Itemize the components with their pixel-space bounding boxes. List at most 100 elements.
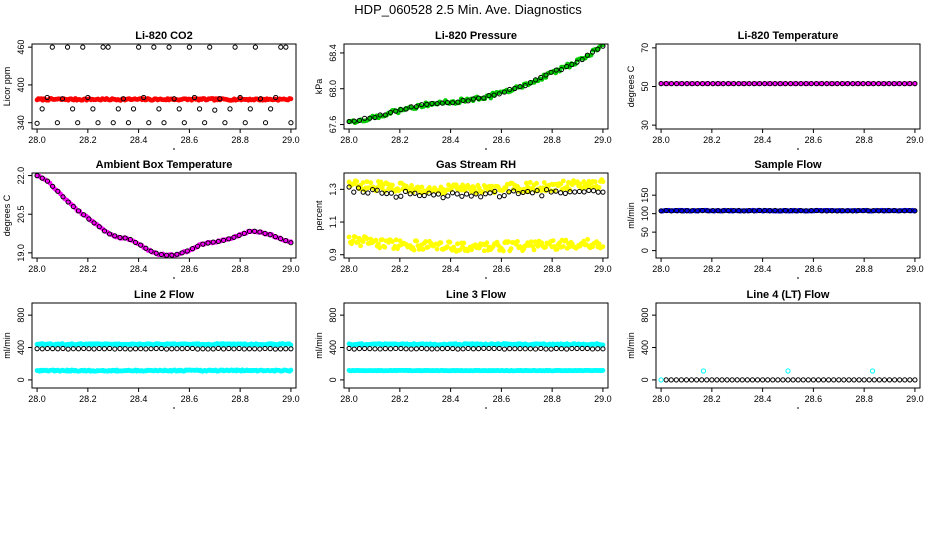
- data-point: [360, 180, 366, 186]
- x-tick-label: 28.4: [130, 264, 148, 274]
- data-point: [746, 81, 752, 87]
- data-point: [184, 248, 190, 254]
- panels-grid: Li-820 CO2 28.0 28.2 28.4 28.6 28.8 29.0 340 400…: [2, 30, 924, 409]
- x-tick-label: 28.2: [703, 394, 721, 404]
- data-point: [689, 208, 695, 214]
- x-tick-label: 28.0: [340, 135, 358, 145]
- data-point: [434, 346, 440, 352]
- data-point: [382, 346, 388, 352]
- y-tick-label: 0: [328, 377, 338, 382]
- plot-data-line4: [658, 368, 918, 383]
- data-point: [148, 346, 154, 352]
- data-point: [468, 193, 474, 199]
- data-point: [508, 246, 514, 251]
- data-point: [402, 188, 409, 194]
- data-point: [153, 250, 159, 256]
- data-point: [346, 184, 352, 190]
- x-tick-label: 28.4: [130, 135, 148, 145]
- data-point: [403, 346, 409, 352]
- data-point: [148, 248, 154, 254]
- data-point: [81, 345, 87, 352]
- data-point: [486, 92, 492, 99]
- data-point: [132, 239, 139, 246]
- x-tick-label: 28.8: [543, 394, 561, 404]
- data-point: [50, 183, 56, 189]
- data-point: [475, 95, 482, 101]
- x-tick-label: 28.4: [754, 394, 772, 404]
- data-point: [393, 345, 399, 352]
- data-point: [886, 81, 892, 87]
- x-tick-label: 29.0: [906, 394, 924, 404]
- data-point: [202, 120, 208, 126]
- data-point: [532, 77, 539, 83]
- data-point: [592, 179, 598, 185]
- data-point: [756, 81, 763, 87]
- plot-data-rh: [346, 177, 606, 254]
- data-point: [569, 61, 575, 68]
- data-point: [461, 240, 467, 246]
- plot-data-co2: [34, 44, 294, 126]
- data-point: [506, 239, 511, 245]
- data-point: [189, 345, 196, 352]
- data-point: [186, 44, 192, 50]
- data-point: [558, 181, 564, 187]
- data-point: [373, 237, 379, 243]
- data-point: [579, 56, 585, 63]
- data-point: [166, 44, 172, 50]
- data-point: [522, 82, 528, 89]
- data-point: [515, 239, 520, 244]
- data-point: [527, 346, 534, 352]
- data-point: [501, 193, 507, 199]
- data-point: [600, 189, 606, 195]
- data-point: [85, 94, 91, 101]
- data-point: [355, 185, 362, 191]
- data-point: [798, 81, 804, 87]
- data-point: [724, 377, 730, 383]
- data-point: [120, 96, 126, 102]
- x-tick-label: 28.6: [805, 394, 823, 404]
- x-tick-label: 28.2: [79, 264, 97, 274]
- data-point: [362, 345, 368, 352]
- data-point: [227, 106, 233, 112]
- data-point: [793, 81, 799, 87]
- data-point: [125, 120, 132, 126]
- data-point: [775, 377, 781, 383]
- data-point: [541, 180, 547, 185]
- data-point: [377, 346, 383, 352]
- data-point: [346, 234, 352, 240]
- data-point: [130, 106, 137, 112]
- data-point: [351, 189, 357, 195]
- data-point: [107, 231, 113, 237]
- data-point: [501, 89, 508, 95]
- data-point: [780, 377, 786, 383]
- data-point: [744, 377, 750, 383]
- data-point: [704, 377, 710, 383]
- data-point: [232, 44, 238, 50]
- y-axis-label: degrees C: [626, 65, 636, 107]
- data-point: [283, 346, 289, 352]
- data-point: [81, 212, 87, 218]
- y-tick-label: 400: [640, 340, 650, 355]
- x-tick-label: 28.6: [493, 135, 511, 145]
- data-point: [179, 346, 185, 352]
- series-temperature-black-: [658, 81, 918, 87]
- data-point: [777, 208, 783, 214]
- data-point: [411, 247, 417, 253]
- data-point: [464, 191, 470, 197]
- data-point: [866, 377, 872, 383]
- data-point: [589, 49, 596, 55]
- data-point: [50, 346, 56, 352]
- data-point: [694, 81, 700, 87]
- data-point: [710, 207, 716, 214]
- data-point: [501, 248, 506, 254]
- data-point: [491, 345, 497, 352]
- data-point: [700, 368, 707, 374]
- y-tick-label: 30: [640, 120, 650, 130]
- data-point: [86, 216, 92, 222]
- data-point: [798, 208, 804, 214]
- data-point: [455, 99, 461, 105]
- data-point: [496, 345, 502, 352]
- data-point: [257, 229, 263, 235]
- data-point: [112, 346, 118, 352]
- data-point: [369, 186, 376, 193]
